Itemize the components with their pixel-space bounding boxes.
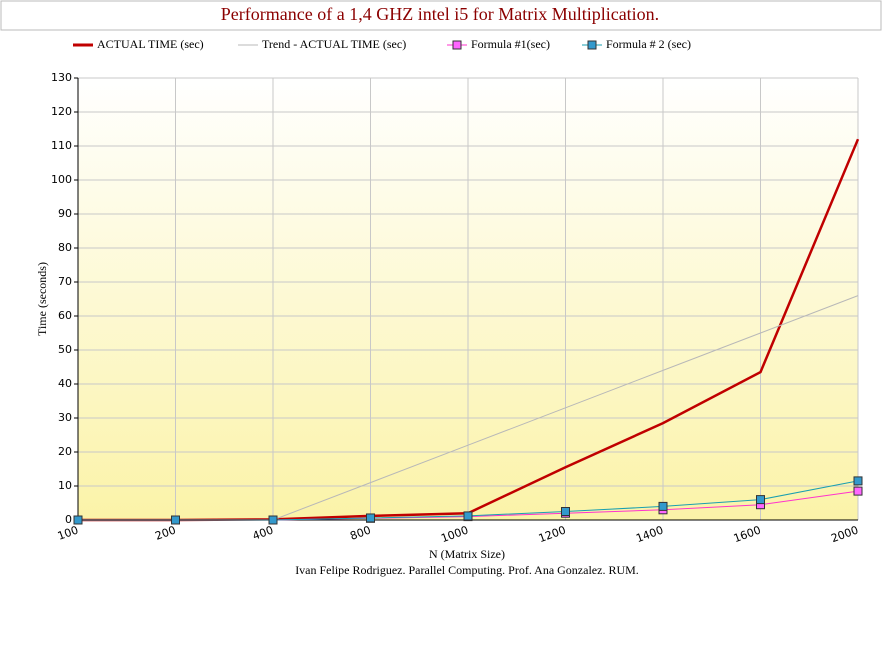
x-tick-label: 400 xyxy=(251,523,275,542)
caption: Ivan Felipe Rodriguez. Parallel Computin… xyxy=(295,563,639,577)
x-tick-label: 100 xyxy=(56,523,80,542)
legend-label: Formula #1(sec) xyxy=(471,37,550,51)
y-tick-label: 50 xyxy=(58,343,72,356)
x-tick-label: 2000 xyxy=(829,523,860,545)
y-tick-label: 120 xyxy=(51,105,72,118)
y-tick-label: 90 xyxy=(58,207,72,220)
y-tick-label: 40 xyxy=(58,377,72,390)
marker xyxy=(171,515,180,525)
legend-label: Trend - ACTUAL TIME (sec) xyxy=(262,37,406,51)
x-tick-label: 1400 xyxy=(634,523,665,545)
x-tick-label: 800 xyxy=(348,523,372,542)
marker xyxy=(366,513,375,523)
marker xyxy=(756,495,765,505)
x-tick-label: 1000 xyxy=(439,523,470,545)
marker xyxy=(853,476,863,486)
chart-title: Performance of a 1,4 GHZ intel i5 for Ma… xyxy=(221,4,659,24)
y-tick-label: 130 xyxy=(51,71,72,84)
y-tick-label: 80 xyxy=(58,241,72,254)
y-tick-label: 0 xyxy=(65,513,72,526)
legend-marker xyxy=(452,40,462,50)
y-tick-label: 10 xyxy=(58,479,72,492)
marker xyxy=(853,486,863,496)
marker xyxy=(268,515,278,525)
y-tick-label: 30 xyxy=(58,411,72,424)
marker xyxy=(658,501,668,511)
marker xyxy=(463,511,473,521)
legend-label: ACTUAL TIME (sec) xyxy=(97,37,204,51)
marker xyxy=(561,507,570,516)
y-tick-label: 100 xyxy=(51,173,72,186)
x-tick-label: 1200 xyxy=(537,523,568,545)
x-axis-label: N (Matrix Size) xyxy=(429,547,505,561)
title-box xyxy=(0,0,882,31)
x-tick-label: 1600 xyxy=(732,523,763,545)
marker xyxy=(73,515,83,525)
x-tick-label: 200 xyxy=(153,523,177,542)
legend-label: Formula # 2 (sec) xyxy=(606,37,691,51)
series-line xyxy=(272,295,859,521)
y-axis-label: Time (seconds) xyxy=(35,262,49,336)
legend-marker xyxy=(587,40,597,50)
y-tick-label: 70 xyxy=(58,275,72,288)
y-tick-label: 20 xyxy=(58,445,72,458)
y-tick-label: 110 xyxy=(51,139,72,152)
y-tick-label: 60 xyxy=(58,309,72,322)
